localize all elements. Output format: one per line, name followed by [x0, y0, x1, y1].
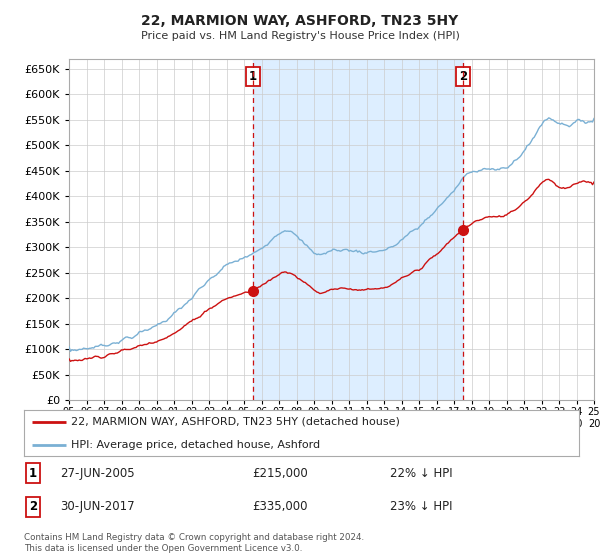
Text: 22, MARMION WAY, ASHFORD, TN23 5HY: 22, MARMION WAY, ASHFORD, TN23 5HY [142, 14, 458, 28]
Text: 23% ↓ HPI: 23% ↓ HPI [390, 500, 452, 514]
Text: 22, MARMION WAY, ASHFORD, TN23 5HY (detached house): 22, MARMION WAY, ASHFORD, TN23 5HY (deta… [71, 417, 400, 427]
Text: Contains HM Land Registry data © Crown copyright and database right 2024.
This d: Contains HM Land Registry data © Crown c… [24, 533, 364, 553]
Text: 30-JUN-2017: 30-JUN-2017 [60, 500, 134, 514]
Text: 27-JUN-2005: 27-JUN-2005 [60, 466, 134, 480]
Text: £215,000: £215,000 [252, 466, 308, 480]
Text: £335,000: £335,000 [252, 500, 308, 514]
Text: 2: 2 [458, 70, 467, 83]
Text: 1: 1 [29, 466, 37, 480]
Bar [253, 59, 463, 400]
Text: 22% ↓ HPI: 22% ↓ HPI [390, 466, 452, 480]
Text: Price paid vs. HM Land Registry's House Price Index (HPI): Price paid vs. HM Land Registry's House … [140, 31, 460, 41]
Text: 1: 1 [248, 70, 257, 83]
Text: 2: 2 [29, 500, 37, 514]
Text: HPI: Average price, detached house, Ashford: HPI: Average price, detached house, Ashf… [71, 440, 320, 450]
